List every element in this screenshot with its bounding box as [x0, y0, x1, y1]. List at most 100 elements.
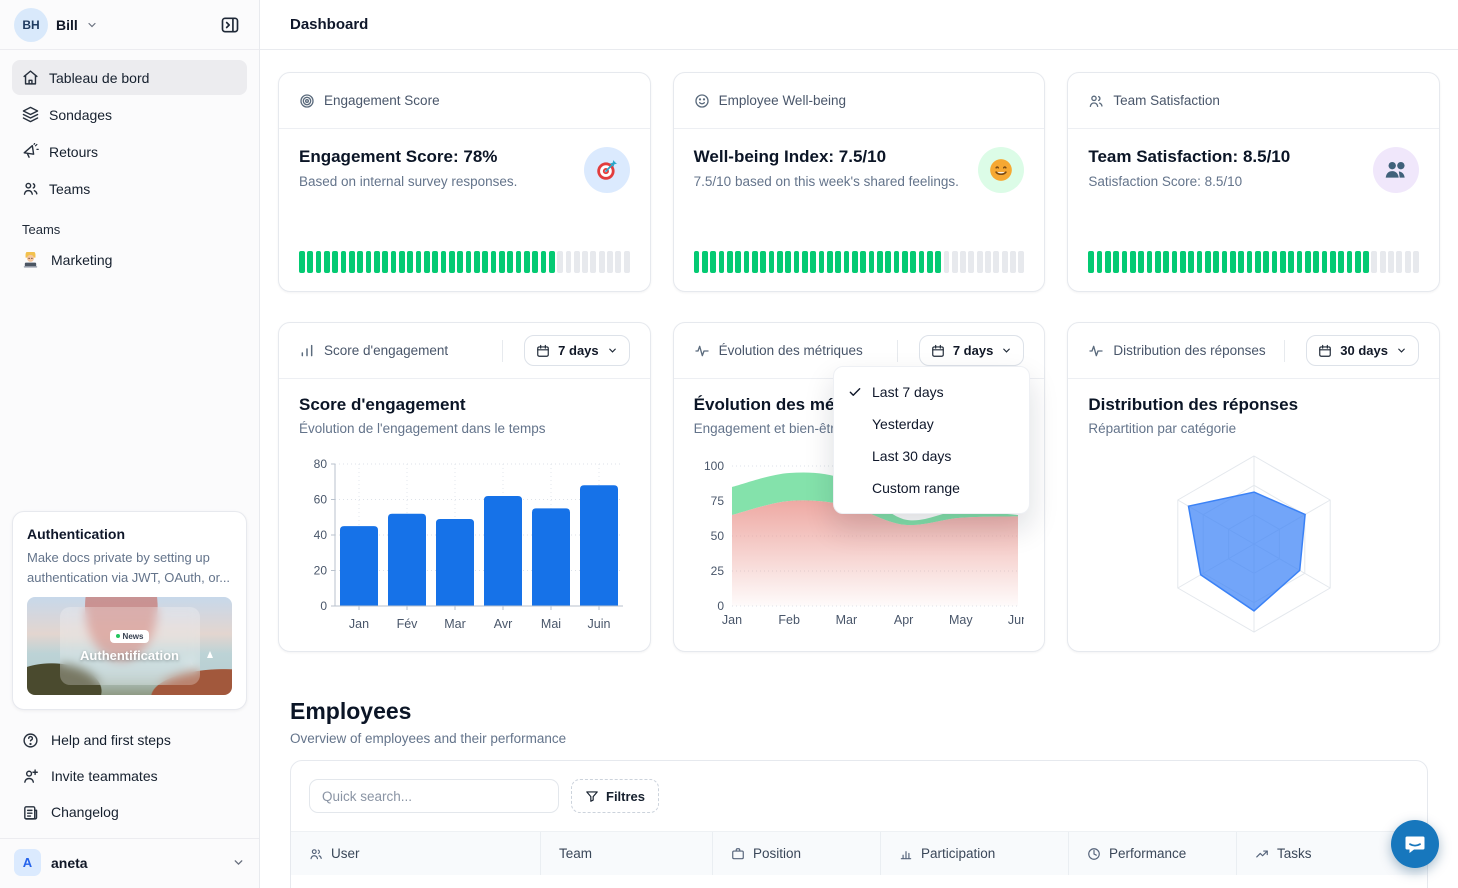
- column-header-performance[interactable]: Performance: [1069, 832, 1237, 875]
- workspace-switcher[interactable]: BH Bill: [0, 0, 259, 50]
- sidebar-footer-nav: Help and first steps Invite teammates Ch…: [12, 724, 247, 838]
- svg-text:25: 25: [711, 564, 725, 578]
- svg-text:60: 60: [314, 492, 328, 506]
- busts-emoji-icon: [1372, 147, 1419, 193]
- svg-text:Mar: Mar: [836, 613, 858, 627]
- news-dot-icon: [115, 634, 120, 638]
- employees-table-card: Filtres User Team: [290, 760, 1428, 888]
- trend-up-icon: [1255, 847, 1269, 861]
- teams-section-label: Teams: [22, 222, 61, 237]
- menu-item-custom-range[interactable]: Custom range: [872, 480, 960, 496]
- promo-body: Make docs private by setting up authenti…: [27, 550, 231, 585]
- workspace-name: Bill: [56, 16, 78, 33]
- workspace-avatar: BH: [14, 7, 48, 42]
- svg-text:100: 100: [704, 459, 724, 473]
- calendar-icon: [931, 344, 945, 358]
- sidebar-item-label: Retours: [49, 143, 99, 160]
- sidebar: BH Bill Tableau de bord: [0, 0, 260, 888]
- sidebar-item-tableau-de-bord[interactable]: Tableau de bord: [12, 60, 247, 95]
- collapse-sidebar-button[interactable]: [213, 8, 247, 42]
- svg-text:80: 80: [314, 457, 328, 471]
- chart-title: Score d'engagement: [299, 395, 466, 414]
- stat-title: Well-being Index: 7.5/10: [693, 147, 887, 166]
- people-icon: [309, 847, 323, 861]
- sidebar-item-invite[interactable]: Invite teammates: [12, 760, 247, 792]
- megaphone-icon: [22, 143, 39, 160]
- changelog-newspaper-icon: [22, 804, 39, 821]
- search-input[interactable]: [309, 779, 559, 813]
- svg-text:Fév: Fév: [397, 617, 419, 631]
- panel-collapse-icon: [220, 15, 240, 35]
- card-header-label: Team Satisfaction: [1113, 93, 1220, 108]
- sidebar-item-sondages[interactable]: Sondages: [12, 97, 247, 132]
- svg-text:50: 50: [711, 529, 725, 543]
- sidebar-item-marketing[interactable]: Marketing: [12, 243, 247, 277]
- filters-button[interactable]: Filtres: [571, 779, 660, 813]
- sidebar-item-label: Teams: [49, 180, 91, 197]
- table-header-row: User Team Position: [291, 831, 1427, 875]
- promo-image: News Authentification: [27, 597, 232, 695]
- authentication-promo-card[interactable]: Authentication Make docs private by sett…: [12, 511, 247, 710]
- range-select-button[interactable]: 7 days: [918, 335, 1025, 366]
- sidebar-item-retours[interactable]: Retours: [12, 134, 247, 169]
- technologist-emoji-icon: [22, 251, 39, 269]
- chevron-down-icon: [86, 19, 98, 31]
- svg-text:Juin: Juin: [588, 617, 611, 631]
- promo-glass-overlay: News Authentification: [59, 607, 200, 685]
- range-select-button[interactable]: 30 days: [1306, 335, 1419, 366]
- svg-text:Mai: Mai: [541, 617, 561, 631]
- promo-title: Authentication: [27, 526, 125, 542]
- responses-distribution-card: Distribution des réponses 30 days: [1067, 322, 1440, 652]
- employees-header: Employees Overview of employees and thei…: [278, 698, 1440, 746]
- account-switcher[interactable]: A aneta: [0, 838, 259, 888]
- column-header-user[interactable]: User: [291, 832, 541, 875]
- sidebar-item-help[interactable]: Help and first steps: [12, 724, 247, 756]
- column-header-participation[interactable]: Participation: [881, 832, 1069, 875]
- help-icon: [22, 732, 39, 749]
- menu-item-yesterday[interactable]: Yesterday: [872, 416, 934, 432]
- team-item-label: Marketing: [51, 252, 113, 268]
- stat-subtitle: 7.5/10 based on this week's shared feeli…: [693, 174, 959, 189]
- card-header-label: Score d'engagement: [324, 343, 449, 358]
- menu-item-last-30-days[interactable]: Last 30 days: [872, 448, 952, 464]
- satisfaction-progress-bar: [1088, 251, 1419, 273]
- svg-text:20: 20: [314, 563, 328, 577]
- svg-text:Jan: Jan: [349, 617, 369, 631]
- target-icon: [299, 93, 315, 109]
- metrics-area-chart: 0 25 50 75 100 Jan Feb Mar Apr May Jun: [704, 459, 1024, 627]
- home-icon: [22, 69, 39, 86]
- chevron-down-icon: [607, 345, 618, 356]
- chart-subtitle: Évolution de l'engagement dans le temps: [299, 421, 546, 436]
- stat-title: Team Satisfaction: 8.5/10: [1088, 147, 1291, 166]
- sidebar-item-label: Tableau de bord: [49, 69, 150, 86]
- calendar-icon: [1318, 344, 1332, 358]
- menu-item-last-7-days[interactable]: Last 7 days: [834, 376, 1029, 408]
- chevron-down-icon: [232, 856, 245, 869]
- chat-launcher-button[interactable]: [1391, 820, 1439, 868]
- sidebar-item-changelog[interactable]: Changelog: [12, 796, 247, 828]
- svg-text:Jan: Jan: [722, 613, 742, 627]
- sidebar-item-teams[interactable]: Teams: [12, 171, 247, 206]
- column-header-team[interactable]: Team: [541, 832, 713, 875]
- svg-text:Apr: Apr: [894, 613, 913, 627]
- column-header-tasks[interactable]: Tasks: [1237, 832, 1427, 875]
- column-header-position[interactable]: Position: [713, 832, 881, 875]
- bar-chart-icon: [899, 847, 913, 861]
- svg-text:0: 0: [321, 599, 328, 613]
- chevron-down-icon: [1396, 345, 1407, 356]
- wellbeing-card: Employee Well-being Well-being Index: 7.…: [672, 72, 1046, 292]
- news-badge: News: [109, 629, 150, 643]
- date-range-dropdown: Last 7 days Yesterday Last 30 days Custo…: [833, 366, 1030, 514]
- page-title: Dashboard: [290, 16, 369, 33]
- main-area: Dashboard Engagement Score Engagement Sc…: [260, 0, 1458, 888]
- range-select-button[interactable]: 7 days: [524, 335, 630, 366]
- responses-radar-chart: [1176, 454, 1331, 633]
- card-header-label: Engagement Score: [324, 93, 440, 108]
- stat-subtitle: Based on internal survey responses.: [299, 174, 518, 189]
- activity-icon: [694, 343, 710, 359]
- chevron-down-icon: [1001, 345, 1012, 356]
- engagement-progress-bar: [299, 251, 630, 273]
- svg-text:Jun: Jun: [1008, 613, 1024, 627]
- clock-icon: [1087, 847, 1101, 861]
